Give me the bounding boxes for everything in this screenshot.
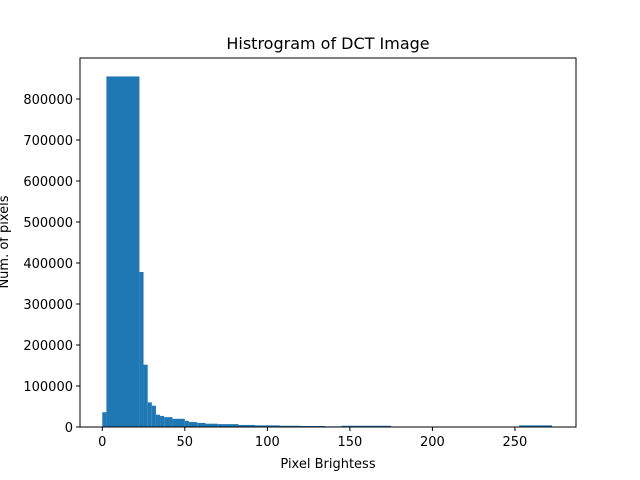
histogram-bar: [217, 424, 239, 427]
histogram-bar: [254, 425, 280, 427]
y-tick-label: 200000: [23, 339, 73, 354]
y-axis-label: Num. of pixels: [0, 195, 12, 288]
histogram-bar: [102, 412, 107, 427]
y-tick-label: 100000: [23, 380, 73, 395]
histogram-bar: [143, 364, 148, 427]
histogram-bar: [172, 418, 185, 427]
histogram-bar: [155, 414, 161, 427]
x-tick-label: 150: [337, 435, 362, 450]
histogram-bar: [197, 422, 206, 427]
x-tick-label: 0: [98, 435, 106, 450]
y-tick-label: 0: [65, 421, 73, 436]
histogram-bar: [279, 425, 301, 427]
bars-group: [102, 76, 553, 428]
x-axis-label: Pixel Brightess: [280, 457, 375, 472]
histogram-bar: [205, 423, 218, 427]
histogram-bar: [106, 76, 140, 427]
y-axis-ticks: 0 100000 200000 300000 400000 500000 600000 700…: [23, 93, 80, 436]
y-tick-label: 600000: [23, 175, 73, 190]
chart-title: Histrogram of DCT Image: [226, 34, 429, 53]
y-tick-label: 400000: [23, 257, 73, 272]
x-tick-label: 50: [177, 435, 194, 450]
histogram-bar: [300, 425, 326, 427]
x-tick-label: 100: [255, 435, 280, 450]
x-tick-label: 250: [503, 435, 528, 450]
histogram-bar: [147, 402, 152, 427]
histogram-bar: [519, 425, 553, 427]
histogram-bar: [188, 422, 198, 427]
y-tick-label: 500000: [23, 216, 73, 231]
histogram-bar: [184, 420, 189, 427]
x-tick-label: 200: [420, 435, 445, 450]
y-tick-label: 700000: [23, 134, 73, 149]
plot-frame: [79, 57, 577, 428]
y-tick-label: 300000: [23, 298, 73, 313]
histogram-bar: [139, 272, 144, 427]
histogram-bar: [151, 405, 156, 427]
histogram-bar: [164, 417, 173, 427]
y-tick-label: 800000: [23, 93, 73, 108]
histogram-bar: [160, 415, 165, 427]
x-axis-ticks: 0 50 100 150 200 250: [98, 427, 527, 450]
histogram-bar: [341, 425, 392, 427]
histogram-bar: [238, 424, 255, 427]
